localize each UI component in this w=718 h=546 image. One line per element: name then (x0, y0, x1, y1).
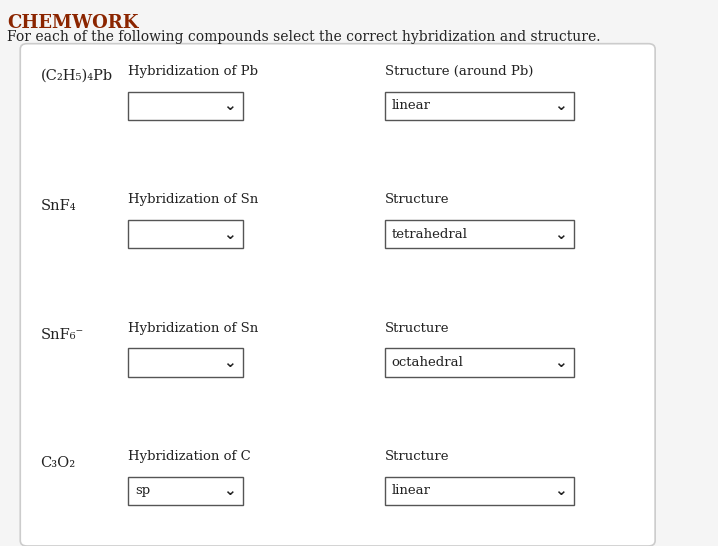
Text: Structure: Structure (385, 193, 449, 206)
Text: linear: linear (392, 484, 431, 497)
Text: tetrahedral: tetrahedral (392, 228, 467, 241)
FancyBboxPatch shape (129, 220, 243, 248)
Text: ⌄: ⌄ (223, 227, 236, 242)
Text: ⌄: ⌄ (554, 227, 567, 242)
Text: For each of the following compounds select the correct hybridization and structu: For each of the following compounds sele… (6, 30, 600, 44)
Text: C₃O₂: C₃O₂ (40, 456, 75, 470)
Text: Structure (around Pb): Structure (around Pb) (385, 65, 533, 78)
FancyBboxPatch shape (20, 44, 655, 546)
Text: ⌄: ⌄ (554, 98, 567, 114)
FancyBboxPatch shape (129, 477, 243, 505)
FancyBboxPatch shape (129, 92, 243, 120)
Text: SnF₆⁻: SnF₆⁻ (40, 328, 84, 342)
Text: sp: sp (135, 484, 150, 497)
Text: ⌄: ⌄ (554, 483, 567, 498)
FancyBboxPatch shape (129, 348, 243, 377)
Text: linear: linear (392, 99, 431, 112)
Text: ⌄: ⌄ (223, 483, 236, 498)
FancyBboxPatch shape (385, 92, 574, 120)
Text: Structure: Structure (385, 450, 449, 463)
Text: ⌄: ⌄ (554, 355, 567, 370)
Text: CHEMWORK: CHEMWORK (6, 14, 138, 32)
FancyBboxPatch shape (385, 477, 574, 505)
Text: ⌄: ⌄ (223, 355, 236, 370)
Text: Hybridization of Sn: Hybridization of Sn (129, 193, 258, 206)
Text: SnF₄: SnF₄ (40, 199, 76, 213)
Text: Hybridization of C: Hybridization of C (129, 450, 251, 463)
Text: octahedral: octahedral (392, 356, 464, 369)
FancyBboxPatch shape (385, 348, 574, 377)
Text: ⌄: ⌄ (223, 98, 236, 114)
FancyBboxPatch shape (385, 220, 574, 248)
Text: Hybridization of Pb: Hybridization of Pb (129, 65, 258, 78)
Text: (C₂H₅)₄Pb: (C₂H₅)₄Pb (40, 68, 113, 82)
Text: Structure: Structure (385, 322, 449, 335)
Text: Hybridization of Sn: Hybridization of Sn (129, 322, 258, 335)
